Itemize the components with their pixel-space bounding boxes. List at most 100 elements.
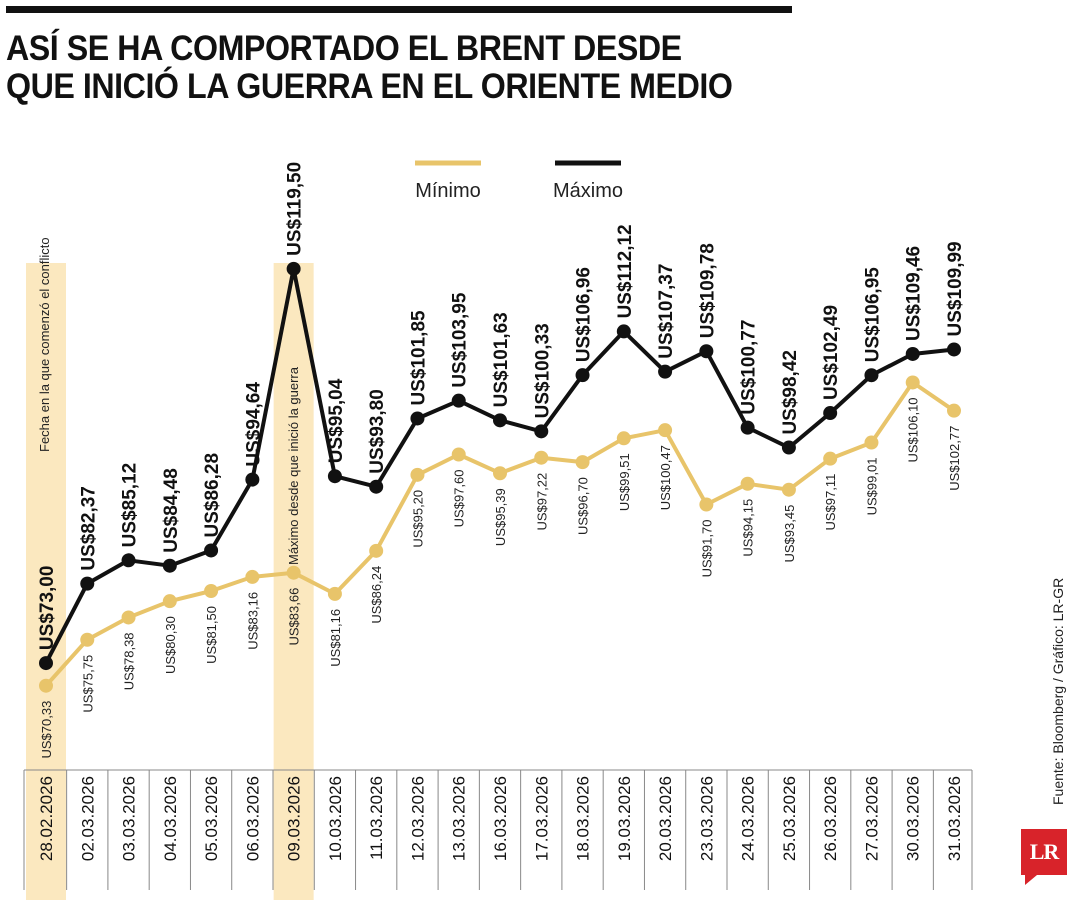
label-maximo-02.03.2026: US$82,37 <box>78 486 99 571</box>
label-maximo-19.03.2026: US$112,12 <box>615 224 636 318</box>
point-minimo-27.03.2026 <box>864 435 879 450</box>
label-minimo-23.03.2026: US$91,70 <box>699 520 714 578</box>
point-minimo-16.03.2026 <box>493 466 507 481</box>
point-maximo-25.03.2026 <box>781 440 796 455</box>
label-maximo-28.02.2026: US$73,00 <box>37 566 58 651</box>
x-tick-label-04.03.2026: 04.03.2026 <box>161 776 180 861</box>
point-maximo-12.03.2026 <box>410 411 425 426</box>
point-maximo-02.03.2026 <box>80 576 95 591</box>
point-maximo-11.03.2026 <box>369 479 384 494</box>
point-minimo-10.03.2026 <box>327 586 342 601</box>
label-maximo-25.03.2026: US$98,42 <box>780 350 801 435</box>
point-maximo-03.03.2026 <box>121 553 136 568</box>
point-minimo-02.03.2026 <box>80 632 95 647</box>
x-tick-label-28.02.2026: 28.02.2026 <box>37 776 56 861</box>
label-minimo-30.03.2026: US$106,10 <box>906 397 921 462</box>
label-maximo-24.03.2026: US$100,77 <box>739 320 760 415</box>
lr-logo-text: LR <box>1029 839 1060 864</box>
point-maximo-16.03.2026 <box>493 413 507 428</box>
label-maximo-03.03.2026: US$85,12 <box>120 463 141 548</box>
point-minimo-13.03.2026 <box>451 447 466 462</box>
point-maximo-28.02.2026 <box>39 656 53 671</box>
label-maximo-13.03.2026: US$103,95 <box>450 292 471 388</box>
point-maximo-27.03.2026 <box>864 368 879 383</box>
x-tick-label-19.03.2026: 19.03.2026 <box>615 776 634 861</box>
label-minimo-20.03.2026: US$100,47 <box>658 445 673 510</box>
point-minimo-31.03.2026 <box>947 403 961 418</box>
chart-title: ASÍ SE HA COMPORTADO EL BRENT DESDE QUE … <box>6 30 926 106</box>
label-maximo-06.03.2026: US$94,64 <box>243 382 264 467</box>
label-minimo-10.03.2026: US$81,16 <box>328 609 343 667</box>
point-minimo-03.03.2026 <box>121 610 136 625</box>
point-maximo-13.03.2026 <box>451 393 466 408</box>
point-maximo-09.03.2026 <box>286 261 301 276</box>
label-maximo-05.03.2026: US$86,28 <box>202 453 223 538</box>
x-tick-label-31.03.2026: 31.03.2026 <box>945 776 964 861</box>
legend-label-minimo: Mínimo <box>415 180 481 202</box>
x-tick-label-17.03.2026: 17.03.2026 <box>532 776 551 861</box>
x-tick-label-23.03.2026: 23.03.2026 <box>697 776 716 861</box>
x-tick-label-30.03.2026: 30.03.2026 <box>904 776 923 861</box>
point-maximo-05.03.2026 <box>204 543 219 558</box>
x-tick-label-09.03.2026: 09.03.2026 <box>285 776 304 861</box>
label-minimo-25.03.2026: US$93,45 <box>782 505 797 563</box>
point-maximo-18.03.2026 <box>575 368 590 383</box>
point-minimo-04.03.2026 <box>162 594 177 609</box>
label-minimo-03.03.2026: US$78,38 <box>122 632 137 690</box>
x-tick-label-25.03.2026: 25.03.2026 <box>780 776 799 861</box>
point-minimo-24.03.2026 <box>740 476 755 491</box>
label-minimo-26.03.2026: US$97,11 <box>823 474 838 531</box>
point-maximo-10.03.2026 <box>327 469 342 484</box>
title-line-2: QUE INICIÓ LA GUERRA EN EL ORIENTE MEDIO <box>6 67 733 106</box>
x-tick-label-06.03.2026: 06.03.2026 <box>243 776 262 861</box>
point-minimo-06.03.2026 <box>245 569 260 584</box>
source-note: Fuente: Bloomberg / Gráfico: LR-GR <box>1050 578 1066 805</box>
label-minimo-12.03.2026: US$95,20 <box>410 490 425 548</box>
lr-logo: LR <box>1021 829 1067 885</box>
point-maximo-19.03.2026 <box>616 324 631 339</box>
label-minimo-09.03.2026: US$83,66 <box>287 588 302 646</box>
point-maximo-26.03.2026 <box>823 406 838 421</box>
label-minimo-02.03.2026: US$75,75 <box>80 655 95 713</box>
label-minimo-06.03.2026: US$83,16 <box>245 592 260 650</box>
point-minimo-28.02.2026 <box>39 678 53 693</box>
label-minimo-17.03.2026: US$97,22 <box>534 473 549 531</box>
point-maximo-06.03.2026 <box>245 472 260 487</box>
x-tick-label-11.03.2026: 11.03.2026 <box>367 776 386 860</box>
label-maximo-12.03.2026: US$101,85 <box>408 310 429 406</box>
point-maximo-24.03.2026 <box>740 420 755 435</box>
x-tick-label-05.03.2026: 05.03.2026 <box>202 776 221 861</box>
legend-label-maximo: Máximo <box>553 180 623 202</box>
point-maximo-31.03.2026 <box>947 342 961 357</box>
point-minimo-12.03.2026 <box>410 467 425 482</box>
x-tick-label-10.03.2026: 10.03.2026 <box>326 776 345 861</box>
label-maximo-30.03.2026: US$109,46 <box>904 246 925 341</box>
point-minimo-25.03.2026 <box>781 482 796 497</box>
label-minimo-31.03.2026: US$102,77 <box>947 426 962 491</box>
annotation-09.03.2026: Máximo desde que inició la guerra <box>286 366 301 565</box>
label-minimo-24.03.2026: US$94,15 <box>741 499 756 557</box>
label-minimo-11.03.2026: US$86,24 <box>369 566 384 624</box>
point-minimo-19.03.2026 <box>616 431 631 446</box>
point-maximo-23.03.2026 <box>699 344 714 359</box>
x-tick-label-13.03.2026: 13.03.2026 <box>450 776 469 861</box>
point-minimo-18.03.2026 <box>575 455 590 470</box>
label-minimo-16.03.2026: US$95,39 <box>493 488 508 546</box>
label-minimo-18.03.2026: US$96,70 <box>576 477 591 535</box>
x-tick-label-27.03.2026: 27.03.2026 <box>862 776 881 861</box>
label-minimo-27.03.2026: US$99,01 <box>864 458 879 516</box>
point-maximo-20.03.2026 <box>658 364 673 379</box>
label-maximo-04.03.2026: US$84,48 <box>161 468 182 553</box>
point-maximo-30.03.2026 <box>905 346 920 361</box>
point-minimo-26.03.2026 <box>823 451 838 466</box>
label-minimo-28.02.2026: US$70,33 <box>39 701 54 759</box>
title-line-1: ASÍ SE HA COMPORTADO EL BRENT DESDE <box>6 29 682 68</box>
point-minimo-17.03.2026 <box>534 450 549 465</box>
point-maximo-17.03.2026 <box>534 424 549 439</box>
label-maximo-31.03.2026: US$109,99 <box>945 241 966 336</box>
annotation-28.02.2026: Fecha en la que comenzó el conflicto <box>37 237 52 452</box>
label-maximo-09.03.2026: US$119,50 <box>285 162 306 256</box>
point-minimo-11.03.2026 <box>369 543 384 558</box>
x-tick-label-12.03.2026: 12.03.2026 <box>408 776 427 861</box>
